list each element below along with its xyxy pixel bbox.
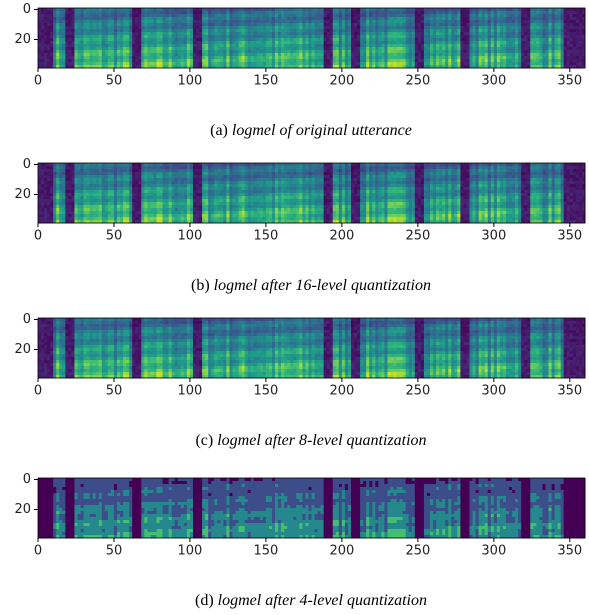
- y-tick-label: 20: [14, 187, 31, 202]
- x-tick-label: 100: [178, 384, 203, 399]
- x-tick-label: 300: [481, 229, 506, 244]
- x-tick-label: 350: [557, 384, 582, 399]
- x-tick-label: 300: [481, 74, 506, 89]
- y-tick-label: 0: [23, 2, 31, 17]
- y-tick-label: 20: [14, 342, 31, 357]
- x-tick-label: 350: [557, 229, 582, 244]
- caption-text: logmel after 8-level quantization: [217, 432, 426, 449]
- spectrogram: [38, 478, 585, 538]
- caption-text: logmel of original utterance: [232, 122, 412, 139]
- caption: (c) logmel after 8-level quantization: [195, 432, 426, 449]
- x-tick-label: 250: [405, 229, 430, 244]
- panel: 0 50 100 150 200 250 300 350 0 20 (a) logmel of or…: [14, 2, 585, 139]
- x-tick-label: 200: [329, 74, 354, 89]
- spectrogram: [38, 163, 585, 223]
- x-tick-label: 100: [178, 544, 203, 559]
- caption: (d) logmel after 4-level quantization: [195, 592, 427, 609]
- y-tick-label: 0: [23, 472, 31, 487]
- x-tick-label: 300: [481, 544, 506, 559]
- x-tick-label: 0: [34, 384, 42, 399]
- x-tick-label: 50: [106, 384, 123, 399]
- x-tick-label: 50: [106, 544, 123, 559]
- x-tick-label: 200: [329, 229, 354, 244]
- caption-label: (c): [195, 432, 213, 449]
- caption-text: logmel after 4-level quantization: [218, 592, 427, 609]
- x-tick-label: 0: [34, 74, 42, 89]
- x-tick-label: 150: [254, 229, 279, 244]
- caption: (b) logmel after 16-level quantization: [191, 277, 431, 294]
- x-tick-label: 250: [405, 384, 430, 399]
- x-tick-label: 250: [405, 544, 430, 559]
- x-tick-label: 250: [405, 74, 430, 89]
- x-tick-label: 0: [34, 544, 42, 559]
- y-tick-label: 0: [23, 312, 31, 327]
- x-tick-label: 150: [254, 74, 279, 89]
- x-tick-label: 100: [178, 229, 203, 244]
- spectrogram: [38, 318, 585, 378]
- x-tick-label: 50: [106, 229, 123, 244]
- caption: (a) logmel of original utterance: [210, 122, 412, 139]
- caption-label: (d): [195, 592, 214, 609]
- x-tick-label: 50: [106, 74, 123, 89]
- x-tick-label: 350: [557, 74, 582, 89]
- y-tick-label: 0: [23, 157, 31, 172]
- x-tick-label: 150: [254, 384, 279, 399]
- panel: 0 50 100 150 200 250 300 350 0 20 (b) logmel after…: [14, 157, 585, 294]
- x-tick-label: 100: [178, 74, 203, 89]
- panel: 0 50 100 150 200 250 300 350 0 20 (c) logmel after…: [14, 312, 585, 449]
- x-tick-label: 0: [34, 229, 42, 244]
- caption-label: (b): [191, 277, 210, 294]
- spectrogram: [38, 8, 585, 68]
- x-tick-label: 200: [329, 384, 354, 399]
- x-tick-label: 200: [329, 544, 354, 559]
- caption-label: (a): [210, 122, 228, 139]
- caption-text: logmel after 16-level quantization: [214, 277, 431, 294]
- x-tick-label: 300: [481, 384, 506, 399]
- y-tick-label: 20: [14, 502, 31, 517]
- x-tick-label: 150: [254, 544, 279, 559]
- x-tick-label: 350: [557, 544, 582, 559]
- panel: 0 50 100 150 200 250 300 350 0 20 (d) logmel after…: [14, 472, 585, 609]
- y-tick-label: 20: [14, 32, 31, 47]
